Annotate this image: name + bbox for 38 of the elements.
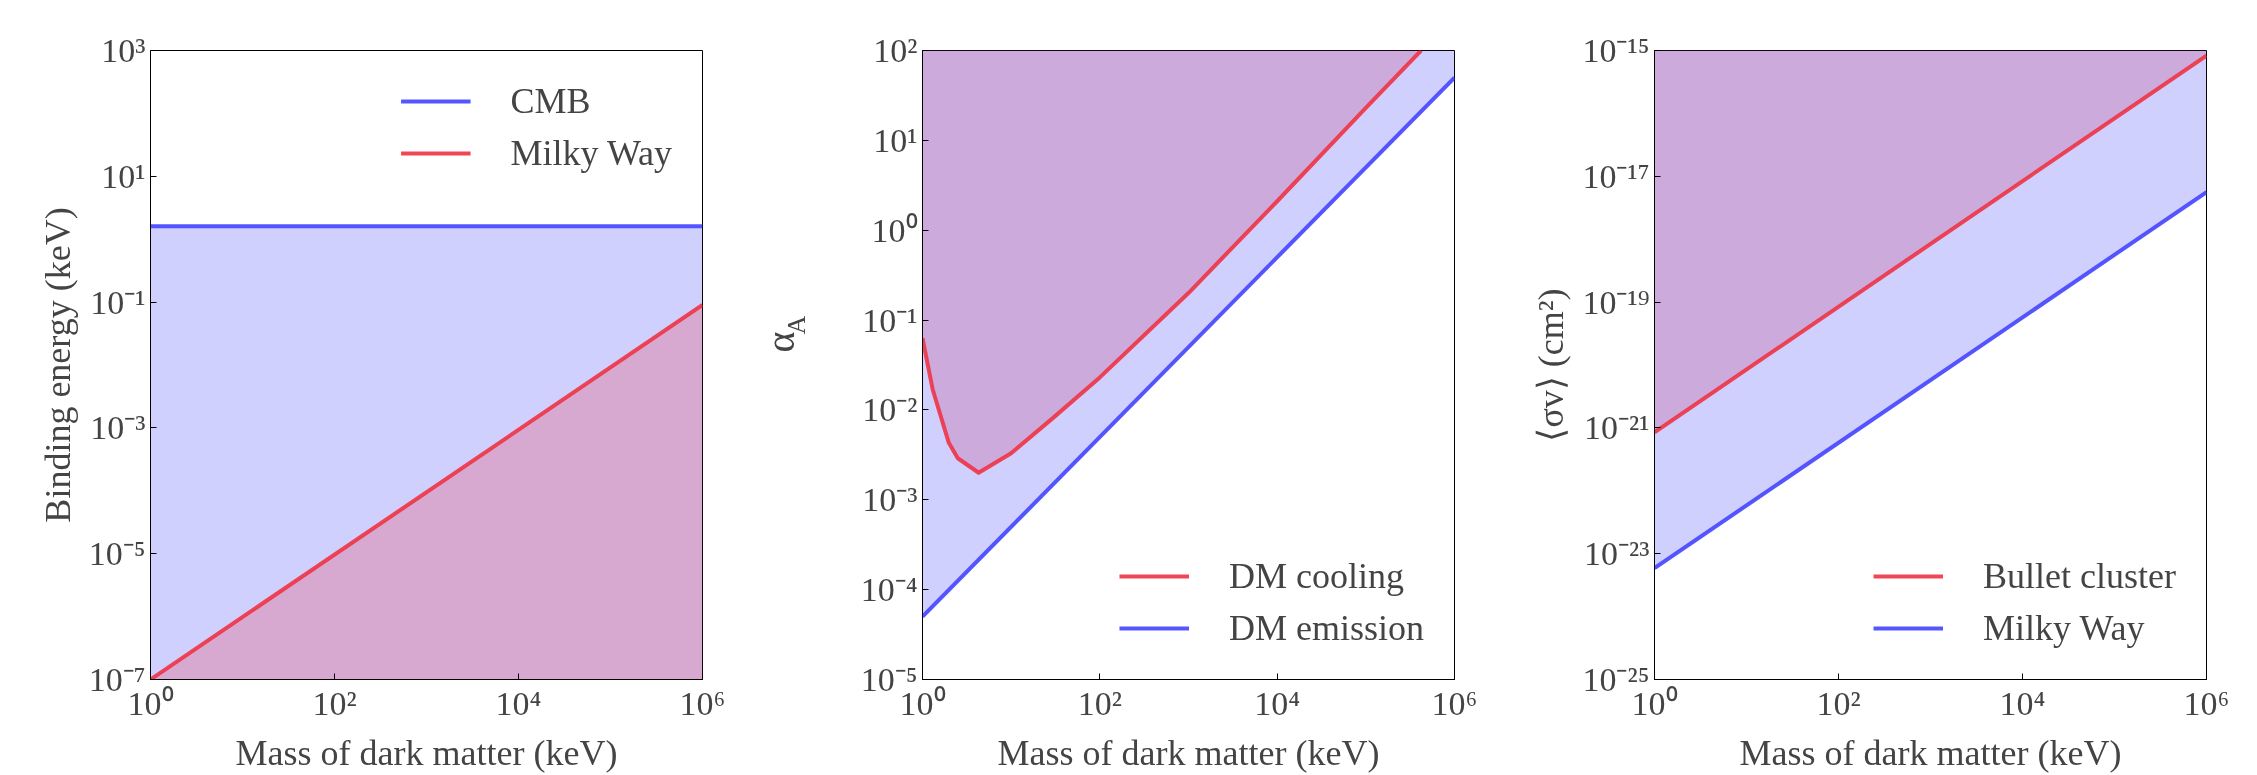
y-tick-label: 10³ bbox=[101, 32, 146, 69]
legend-label: Milky Way bbox=[1983, 607, 2145, 649]
y-tick-label: 10⁻³ bbox=[90, 409, 146, 447]
y-tick-label: 10¹ bbox=[101, 157, 146, 195]
y-tick-label: 10² bbox=[873, 32, 918, 69]
x-tick-label: 10⁴ bbox=[1254, 684, 1301, 722]
x-tick-label: 10⁶ bbox=[2183, 684, 2230, 722]
x-tick-label: 10² bbox=[1816, 684, 1861, 722]
y-tick-label: 10⁻⁴ bbox=[860, 571, 918, 609]
y-tick-label: 10⁻²¹ bbox=[1584, 409, 1650, 447]
y-tick-label: 10⁻¹ bbox=[862, 301, 918, 339]
legend-label: Milky Way bbox=[510, 132, 672, 174]
y-tick-label: 10⁻¹⁹ bbox=[1582, 283, 1650, 321]
y-tick-label: 10⁻⁵ bbox=[88, 535, 146, 573]
x-axis-title: Mass of dark matter (keV) bbox=[235, 732, 618, 773]
y-tick-label: 10⁻¹⁵ bbox=[1582, 32, 1650, 69]
x-tick-label: 10⁴ bbox=[495, 684, 542, 722]
x-axis-title: Mass of dark matter (keV) bbox=[997, 732, 1380, 773]
y-tick-label: 10⁻²³ bbox=[1584, 535, 1650, 573]
legend-label: DM cooling bbox=[1228, 555, 1404, 597]
x-tick-label: 10⁶ bbox=[1431, 684, 1478, 722]
y-tick-label: 10⁰ bbox=[871, 211, 918, 249]
y-axis-title: Binding energy (keV) bbox=[37, 207, 78, 523]
y-tick-label: 10¹ bbox=[873, 121, 918, 159]
y-tick-label: 10⁻¹⁷ bbox=[1582, 157, 1650, 195]
x-tick-label: 10⁴ bbox=[1999, 684, 2046, 722]
y-axis-title: ⟨σv⟩ (cm²) bbox=[1531, 288, 1572, 442]
x-tick-label: 10⁶ bbox=[679, 684, 726, 722]
y-tick-label: 10⁻² bbox=[862, 391, 918, 429]
legend-label: Bullet cluster bbox=[1983, 555, 2176, 597]
y-axis-title: αA bbox=[757, 315, 811, 353]
y-tick-label: 10⁻¹ bbox=[90, 283, 146, 321]
y-tick-label: 10⁻³ bbox=[862, 481, 918, 519]
x-axis-title: Mass of dark matter (keV) bbox=[1739, 732, 2122, 773]
legend-label: DM emission bbox=[1228, 607, 1424, 649]
x-tick-label: 10² bbox=[1077, 684, 1122, 722]
x-tick-label: 10² bbox=[312, 684, 357, 722]
legend-label: CMB bbox=[510, 80, 591, 122]
